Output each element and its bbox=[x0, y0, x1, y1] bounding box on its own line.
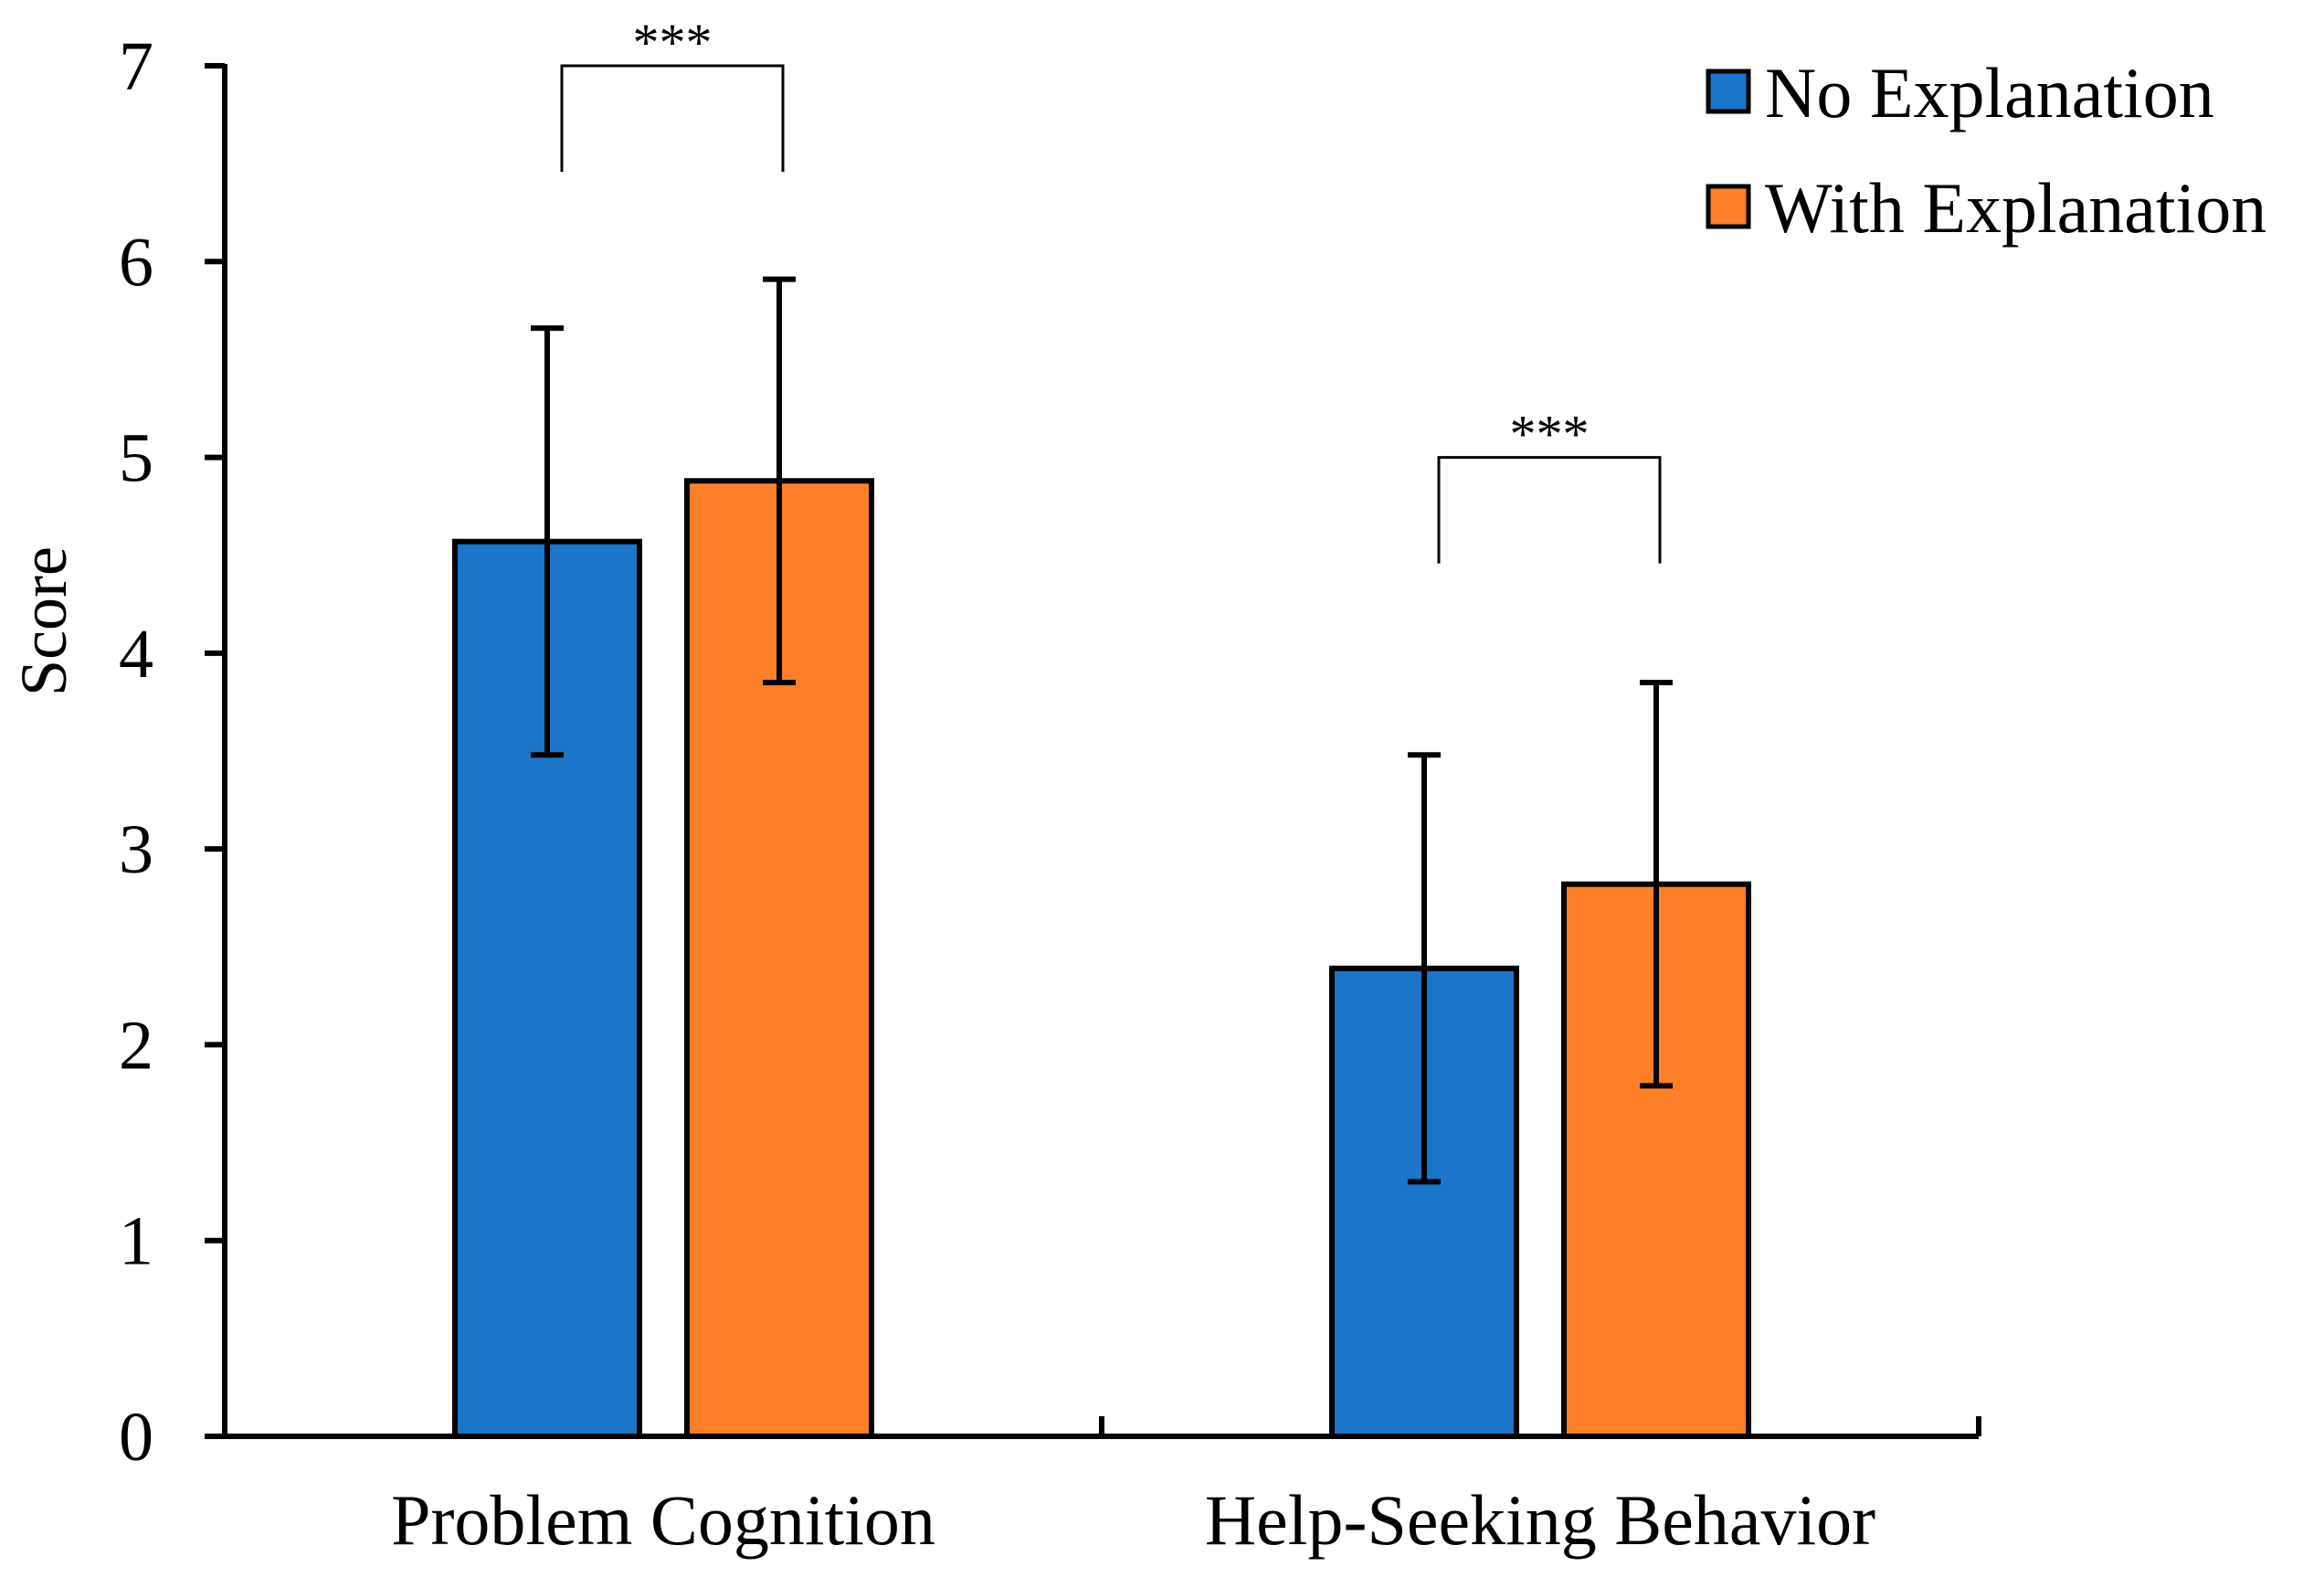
axes-layer bbox=[205, 63, 1981, 1439]
y-tick-label-0: 0 bbox=[119, 1399, 153, 1476]
y-tick-label-2: 2 bbox=[119, 1007, 153, 1084]
category-label-0: Problem Cognition bbox=[391, 1480, 935, 1560]
category-label-1: Help-Seeking Behavior bbox=[1205, 1480, 1875, 1560]
labels-layer: Problem Cognition Help-Seeking Behavior 0 1… bbox=[7, 28, 1875, 1560]
y-tick-label-4: 4 bbox=[119, 616, 153, 693]
y-tick-label-5: 5 bbox=[119, 420, 153, 497]
significance-bracket-0 bbox=[560, 64, 785, 172]
legend-swatch-0 bbox=[1706, 69, 1751, 114]
significance-label-1: *** bbox=[1510, 405, 1590, 464]
legend-label-1: With Explanation bbox=[1765, 168, 2266, 248]
significance-layer: *** *** bbox=[560, 13, 1662, 564]
significance-label-0: *** bbox=[633, 13, 713, 72]
y-tick-label-1: 1 bbox=[119, 1203, 153, 1280]
legend-swatch-1 bbox=[1706, 184, 1751, 229]
y-axis-title: Score bbox=[7, 546, 80, 696]
bar-with-explanation-1 bbox=[1561, 881, 1751, 1439]
error-bars-layer bbox=[531, 276, 1673, 1185]
legend: No Explanation With Explanation bbox=[1706, 53, 2266, 248]
y-tick-label-7: 7 bbox=[119, 28, 153, 105]
y-tick-label-6: 6 bbox=[119, 224, 153, 301]
legend-label-0: No Explanation bbox=[1765, 53, 2214, 132]
y-tick-label-3: 3 bbox=[119, 811, 153, 888]
significance-bracket-1 bbox=[1437, 456, 1662, 564]
bars-layer bbox=[452, 478, 1751, 1440]
